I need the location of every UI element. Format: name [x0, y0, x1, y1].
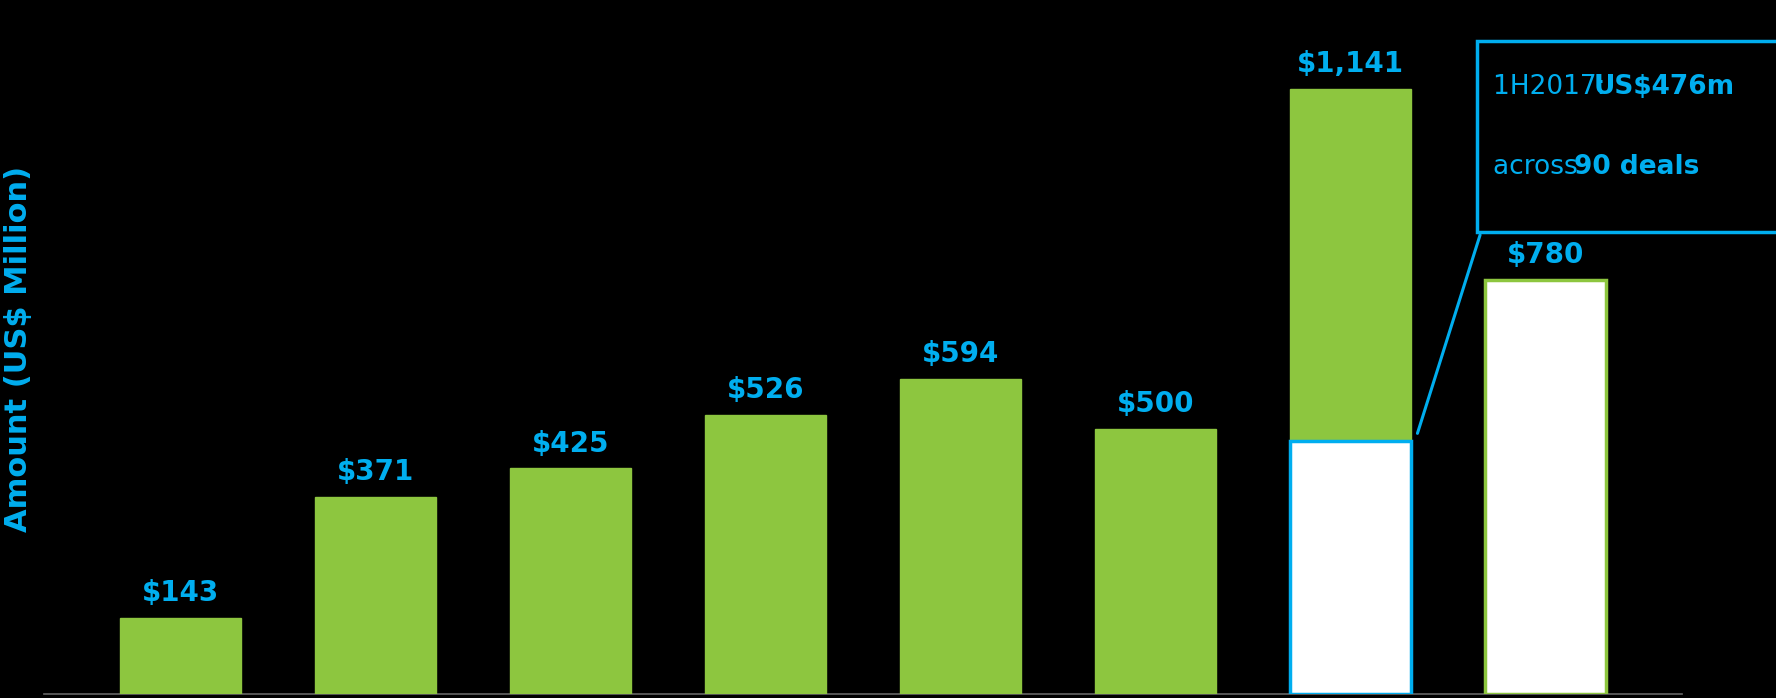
- Bar: [705, 415, 826, 694]
- Text: $526: $526: [726, 376, 805, 404]
- Bar: [1289, 441, 1410, 694]
- Bar: [121, 618, 242, 694]
- Bar: [900, 379, 1021, 694]
- Text: $1,141: $1,141: [1296, 50, 1403, 78]
- Text: US$476m: US$476m: [1595, 75, 1735, 101]
- FancyBboxPatch shape: [1478, 41, 1776, 232]
- Text: $143: $143: [142, 579, 220, 607]
- Y-axis label: Amount (US$ Million): Amount (US$ Million): [4, 166, 34, 532]
- Bar: [314, 497, 437, 694]
- Text: 90 deals: 90 deals: [1575, 154, 1700, 180]
- Bar: [510, 468, 630, 694]
- Text: $425: $425: [531, 430, 609, 458]
- Bar: [1289, 89, 1410, 694]
- Bar: [1096, 429, 1217, 694]
- Text: across: across: [1492, 154, 1586, 180]
- Text: $594: $594: [922, 340, 1000, 368]
- Bar: [1485, 280, 1606, 694]
- Text: $371: $371: [337, 459, 414, 487]
- Text: $780: $780: [1506, 242, 1584, 269]
- Text: 1H2017:: 1H2017:: [1492, 75, 1614, 101]
- Text: $500: $500: [1117, 390, 1193, 418]
